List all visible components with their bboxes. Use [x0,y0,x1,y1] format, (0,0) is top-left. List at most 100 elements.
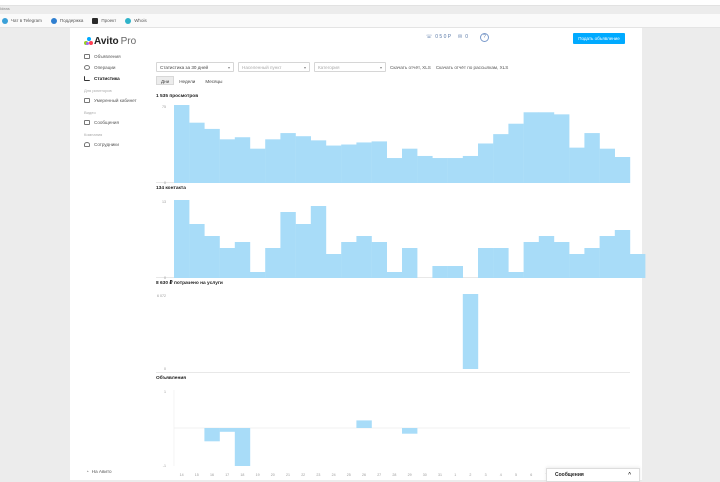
chart-bar [295,136,311,183]
telegram-icon [2,17,8,24]
messages-count: 0 [465,34,468,40]
spend-chart-title: 8 630 ₽ потрачено на услуги [156,281,223,286]
sidebar: Avito Pro Объявления Операции Статистика… [84,36,154,150]
chart-bar [219,248,235,278]
x-tick-label: 17 [225,473,229,477]
chart-bar [310,206,327,278]
chart-bar [614,157,631,183]
help-question-icon[interactable]: ? [480,33,489,42]
chart-bar [569,147,585,183]
help-link[interactable]: ◔ На Авито [86,469,112,474]
download-mailing-report-link[interactable]: Скачать отчёт по рассылкам, XLS [435,64,509,70]
logo-pro: Pro [120,36,137,47]
chart-bar [538,112,555,183]
y-tick-label: 13 [162,200,166,204]
chart-bar [189,224,205,278]
bookmarks-bar: Чат в Telegram Поддержка Проект Whois [0,14,720,28]
x-tick-label: 6 [530,473,532,477]
bar-chart-icon [84,76,90,81]
chart-bar [341,242,357,278]
header: ☏ 0 5 0 P ✉ 0 ? Подать объявление [70,28,642,50]
chart-bar [432,266,448,278]
bookmark-project[interactable]: Проект [92,17,116,24]
ads-chart-title: Объявления [156,376,187,381]
sidebar-item-operations[interactable]: Операции [84,62,154,73]
sidebar-item-statistics[interactable]: Статистика [84,73,154,84]
chart-bar [614,230,631,278]
city-select[interactable]: Населенный пункт ▾ [238,62,310,72]
chart-bar [234,242,251,278]
chart-bar [584,248,600,278]
y-tick-label: 0 [164,276,166,280]
x-tick-label: 14 [180,473,184,477]
x-tick-label: 4 [500,473,502,477]
chart-bar [508,123,524,183]
sidebar-item-label: Сообщения [94,120,119,125]
bookmark-support[interactable]: Поддержка [50,17,84,24]
chart-bar [189,122,205,183]
chart-bar [386,272,403,278]
chart-bar [234,137,251,183]
chart-bar [204,428,220,442]
category-select[interactable]: Категория ▾ [314,62,386,72]
chart-bar [554,114,570,183]
x-tick-label: 21 [286,473,290,477]
x-tick-label: 22 [301,473,305,477]
chart-bar [493,134,509,183]
chart-bar [310,140,327,183]
download-report-link[interactable]: Скачать отчёт, XLS [390,64,431,70]
tab-months[interactable]: Месяцы [205,79,223,84]
chart-bar [462,155,479,183]
sidebar-item-label: Статистика [94,76,120,81]
y-tick-label: 0 [164,367,166,371]
help-label: На Авито [91,469,112,474]
views-chart-section: 1 535 просмотров [156,94,630,101]
filters-bar: Статистика за 30 дней ▾ Населенный пункт… [156,62,513,72]
y-tick-label: 75 [162,105,166,109]
chart-bar [326,254,342,278]
chart-bar [356,142,372,183]
browser-address-bar [0,0,720,6]
category-select-placeholder: Категория [318,64,340,70]
bookmark-whois[interactable]: Whois [125,17,147,24]
sidebar-item-messages[interactable]: Сообщения [84,117,154,128]
post-ad-button[interactable]: Подать объявление [573,33,625,44]
sidebar-item-cabinet[interactable]: Умеренный кабинет [84,95,154,106]
x-tick-label: 29 [408,473,412,477]
x-tick-label: 20 [271,473,275,477]
bookmark-label: Поддержка [59,18,84,23]
chart-bar [599,148,615,183]
sidebar-item-label: Объявления [94,54,121,59]
avito-logo-icon [84,37,93,46]
x-tick-label: 19 [256,473,260,477]
bookmark-label: Чат в Telegram [11,18,42,23]
chart-bar [204,128,220,183]
y-tick-label: -1 [163,464,166,468]
bookmark-telegram[interactable]: Чат в Telegram [2,17,42,24]
y-tick-label: 0 [164,181,166,185]
operations-icon [84,65,90,70]
x-tick-label: 25 [347,473,351,477]
header-messages[interactable]: ✉ 0 [458,34,468,40]
tab-weeks[interactable]: Недели [179,79,196,84]
tab-days[interactable]: Дни [156,76,175,85]
chart-bar [326,145,342,183]
views-chart-title: 1 535 просмотров [156,94,199,99]
x-tick-label: 28 [392,473,396,477]
period-tabs: Дни Недели Месяцы [156,76,227,85]
logo-name: Avito [94,36,119,47]
chart-bar [523,242,539,278]
chart-bar [371,242,387,278]
header-phone[interactable]: ☏ 0 5 0 P [426,34,451,40]
avito-pro-logo[interactable]: Avito Pro [84,36,154,47]
chart-bar [508,272,524,278]
chart-bar [295,224,311,278]
chart-bar [204,236,220,278]
chart-bar [584,133,600,183]
chart-bar [280,212,296,278]
sidebar-item-ads[interactable]: Объявления [84,51,154,62]
x-tick-label: 5 [515,473,517,477]
sidebar-item-staff[interactable]: Сотрудники [84,139,154,150]
period-select[interactable]: Статистика за 30 дней ▾ [156,62,234,72]
